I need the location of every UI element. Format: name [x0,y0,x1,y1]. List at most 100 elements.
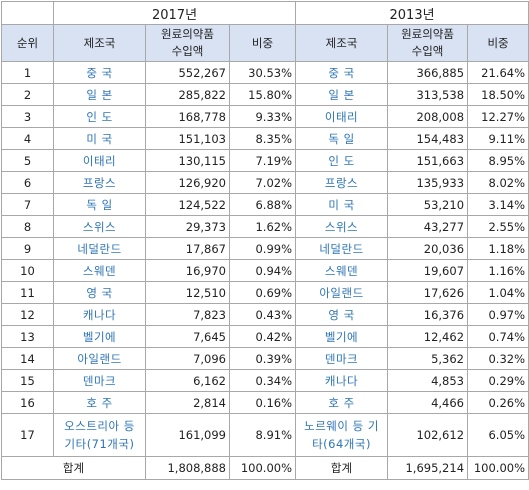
share-cell-2017: 0.34% [228,369,297,392]
country-cell-2017: 호 주 [53,391,146,414]
table-row: 14 아일랜드 7,096 0.39% 덴마크 5,362 0.32% [1,347,529,370]
country-cell-2017: 스웨덴 [53,259,146,282]
share-cell-2013: 1.16% [467,259,529,282]
share-cell-2013: 0.32% [467,347,529,370]
share-cell-2017: 0.69% [228,281,297,304]
rank-cell: 11 [1,281,54,304]
total-share-2017: 100.00% [228,456,297,480]
amount-cell-2013: 135,933 [387,171,469,194]
amount-cell-2017: 7,096 [145,347,230,370]
share-cell-2013: 3.14% [467,193,529,216]
country-cell-2013: 프랑스 [295,171,389,194]
amount-cell-2013: 20,036 [387,237,469,260]
amount-cell-2013: 17,626 [387,281,469,304]
share-cell-2017: 1.62% [228,215,297,238]
share-cell-2013: 8.02% [467,171,529,194]
amount-cell-2017: 2,814 [145,391,230,414]
table-row: 12 캐나다 7,823 0.43% 영 국 16,376 0.97% [1,303,529,326]
country-cell-2013: 영 국 [295,303,389,326]
total-share-2013: 100.00% [467,456,529,480]
country-cell-2013: 노르웨이 등 기타(64개국) [295,413,389,457]
share-cell-2017: 7.19% [228,149,297,172]
amount-cell-2017: 7,823 [145,303,230,326]
import-amount-header-2013: 원료의약품 수입액 [387,24,469,62]
amount-cell-2017: 151,103 [145,127,230,150]
table-row: 6 프랑스 126,920 7.02% 프랑스 135,933 8.02% [1,171,529,194]
amount-cell-2017: 130,115 [145,149,230,172]
country-cell-2017: 네덜란드 [53,237,146,260]
table-row: 17 오스트리아 등 기타(71개국) 161,099 8.91% 노르웨이 등 기타(… [1,413,529,457]
table-row: 10 스웨덴 16,970 0.94% 스웨덴 19,607 1.16% [1,259,529,282]
country-cell-2017: 이태리 [53,149,146,172]
rank-cell: 12 [1,303,54,326]
rank-cell: 17 [1,413,54,457]
header-row-columns: 순위 제조국 원료의약품 수입액 비중 제조국 원료의약품 수입액 비중 [1,24,529,62]
total-row: 합계 1,808,888 100.00% 합계 1,695,214 100.00… [1,456,529,480]
import-amount-header-line2: 수입액 [171,44,204,58]
amount-cell-2017: 29,373 [145,215,230,238]
country-cell-2017: 영 국 [53,281,146,304]
share-cell-2013: 18.50% [467,83,529,106]
rank-cell: 1 [1,61,54,84]
import-amount-header-line2: 수입액 [411,44,444,58]
amount-cell-2013: 366,885 [387,61,469,84]
share-cell-2017: 0.43% [228,303,297,326]
share-cell-2017: 0.42% [228,325,297,348]
rank-cell: 16 [1,391,54,414]
share-cell-2013: 2.55% [467,215,529,238]
share-cell-2013: 0.29% [467,369,529,392]
amount-cell-2013: 154,483 [387,127,469,150]
amount-cell-2017: 17,867 [145,237,230,260]
amount-cell-2013: 102,612 [387,413,469,457]
amount-cell-2013: 208,008 [387,105,469,128]
import-table: 2017년 2013년 순위 제조국 원료의약품 수입액 비중 제조국 원료의약품… [1,1,529,480]
table-row: 13 벨기에 7,645 0.42% 벨기에 12,462 0.74% [1,325,529,348]
country-cell-2013: 중 국 [295,61,389,84]
country-cell-2013: 독 일 [295,127,389,150]
amount-cell-2017: 161,099 [145,413,230,457]
amount-cell-2013: 313,538 [387,83,469,106]
amount-cell-2013: 19,607 [387,259,469,282]
share-cell-2017: 6.88% [228,193,297,216]
share-cell-2017: 8.35% [228,127,297,150]
amount-cell-2013: 16,376 [387,303,469,326]
rank-cell: 2 [1,83,54,106]
share-cell-2013: 0.74% [467,325,529,348]
country-cell-2013: 호 주 [295,391,389,414]
amount-cell-2017: 6,162 [145,369,230,392]
country-cell-2017: 캐나다 [53,303,146,326]
header-blank-cell [1,1,54,25]
amount-cell-2017: 126,920 [145,171,230,194]
country-cell-2013: 이태리 [295,105,389,128]
table-row: 15 덴마크 6,162 0.34% 캐나다 4,853 0.29% [1,369,529,392]
country-cell-2017: 중 국 [53,61,146,84]
table-row: 11 영 국 12,510 0.69% 아일랜드 17,626 1.04% [1,281,529,304]
rank-cell: 10 [1,259,54,282]
share-cell-2013: 1.04% [467,281,529,304]
year-2013-header: 2013년 [295,1,529,25]
amount-cell-2017: 285,822 [145,83,230,106]
rank-cell: 14 [1,347,54,370]
share-cell-2013: 1.18% [467,237,529,260]
amount-cell-2017: 124,522 [145,193,230,216]
amount-cell-2017: 16,970 [145,259,230,282]
share-cell-2013: 8.95% [467,149,529,172]
import-amount-header-2017: 원료의약품 수입액 [145,24,230,62]
table-row: 8 스위스 29,373 1.62% 스위스 43,277 2.55% [1,215,529,238]
country-cell-2013: 인 도 [295,149,389,172]
country-cell-2013: 캐나다 [295,369,389,392]
country-cell-2017: 벨기에 [53,325,146,348]
rank-cell: 9 [1,237,54,260]
rank-header: 순위 [1,24,54,62]
country-cell-2017: 스위스 [53,215,146,238]
share-cell-2013: 6.05% [467,413,529,457]
amount-cell-2013: 4,466 [387,391,469,414]
amount-cell-2017: 168,778 [145,105,230,128]
amount-cell-2017: 12,510 [145,281,230,304]
